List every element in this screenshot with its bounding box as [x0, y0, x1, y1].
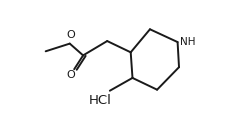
Text: HCl: HCl: [88, 94, 111, 107]
Text: O: O: [66, 70, 74, 80]
Text: NH: NH: [179, 37, 194, 47]
Text: O: O: [66, 30, 75, 40]
